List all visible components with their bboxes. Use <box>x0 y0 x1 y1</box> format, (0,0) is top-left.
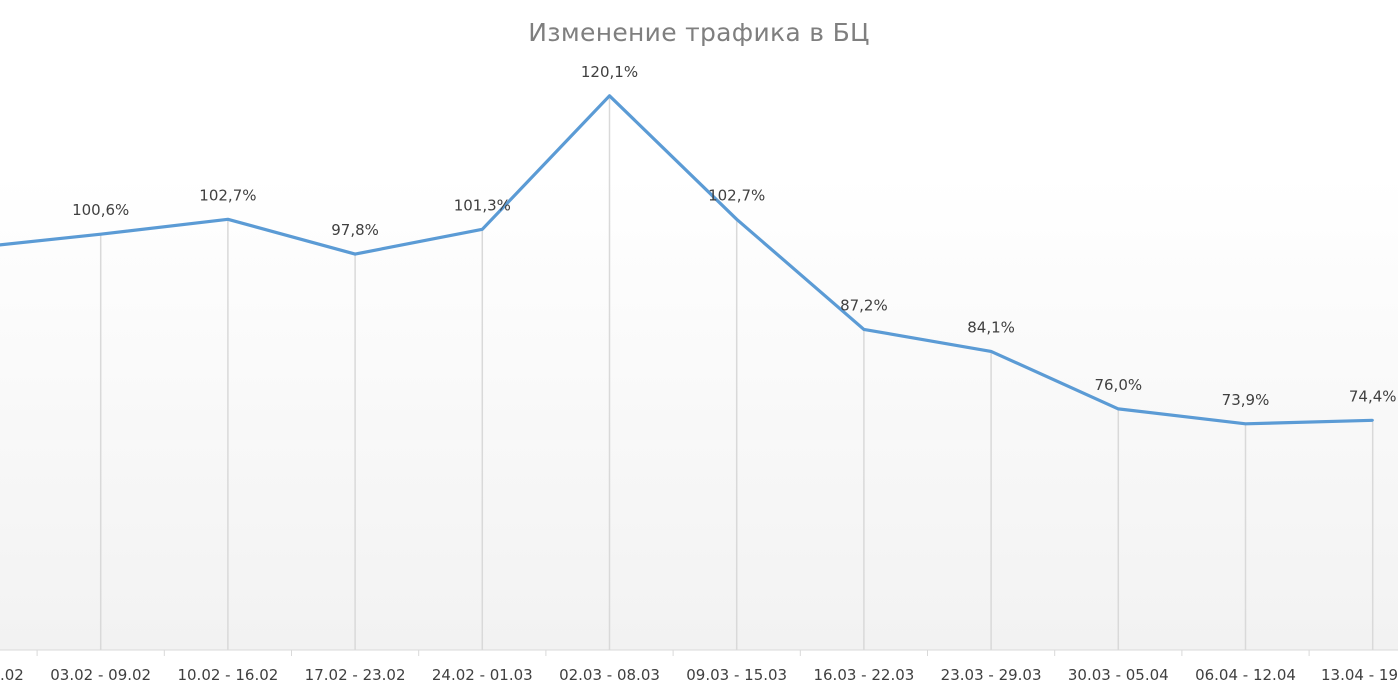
data-label: 100,6% <box>72 201 129 219</box>
data-point <box>1117 407 1120 411</box>
data-point <box>353 252 357 256</box>
data-point <box>862 328 866 331</box>
data-label: 76,0% <box>1094 376 1142 394</box>
data-label: 97,8% <box>331 221 379 239</box>
x-tick-label: 06.04 - 12.04 <box>1195 666 1296 684</box>
x-tick-label: 23.03 - 29.03 <box>941 666 1042 684</box>
chart-title: Изменение трафика в БЦ <box>528 18 870 47</box>
data-label: 87,2% <box>840 296 888 314</box>
data-point <box>1244 422 1247 426</box>
plot-background <box>0 175 1398 650</box>
data-label: 102,7% <box>199 186 256 204</box>
data-point <box>226 218 230 221</box>
data-point <box>99 233 102 236</box>
x-tick-label: 02.03 - 08.03 <box>559 666 660 684</box>
x-tick-label: 30.03 - 05.04 <box>1068 666 1169 684</box>
data-label: 74,4% <box>1349 387 1397 405</box>
x-tick-label: 09.03 - 15.03 <box>686 666 787 684</box>
x-tick-label: .02 <box>0 666 24 684</box>
data-point <box>1371 419 1374 422</box>
data-point <box>735 218 738 221</box>
x-tick-label: 16.03 - 22.03 <box>813 666 914 684</box>
x-tick-label: 10.02 - 16.02 <box>177 666 278 684</box>
series-line <box>0 94 1373 426</box>
data-label: 73,9% <box>1222 391 1270 409</box>
data-label: 101,3% <box>454 196 511 214</box>
data-label: 102,7% <box>708 186 765 204</box>
x-tick-label: 17.02 - 23.02 <box>305 666 406 684</box>
x-tick-label: 24.02 - 01.03 <box>432 666 533 684</box>
data-point <box>989 350 993 353</box>
x-tick-label: 03.02 - 09.02 <box>50 666 151 684</box>
data-label: 120,1% <box>581 63 638 81</box>
data-point <box>608 94 611 97</box>
data-point <box>481 228 484 231</box>
data-label: 84,1% <box>967 318 1015 336</box>
x-tick-label: 13.04 - 19 <box>1321 666 1398 684</box>
